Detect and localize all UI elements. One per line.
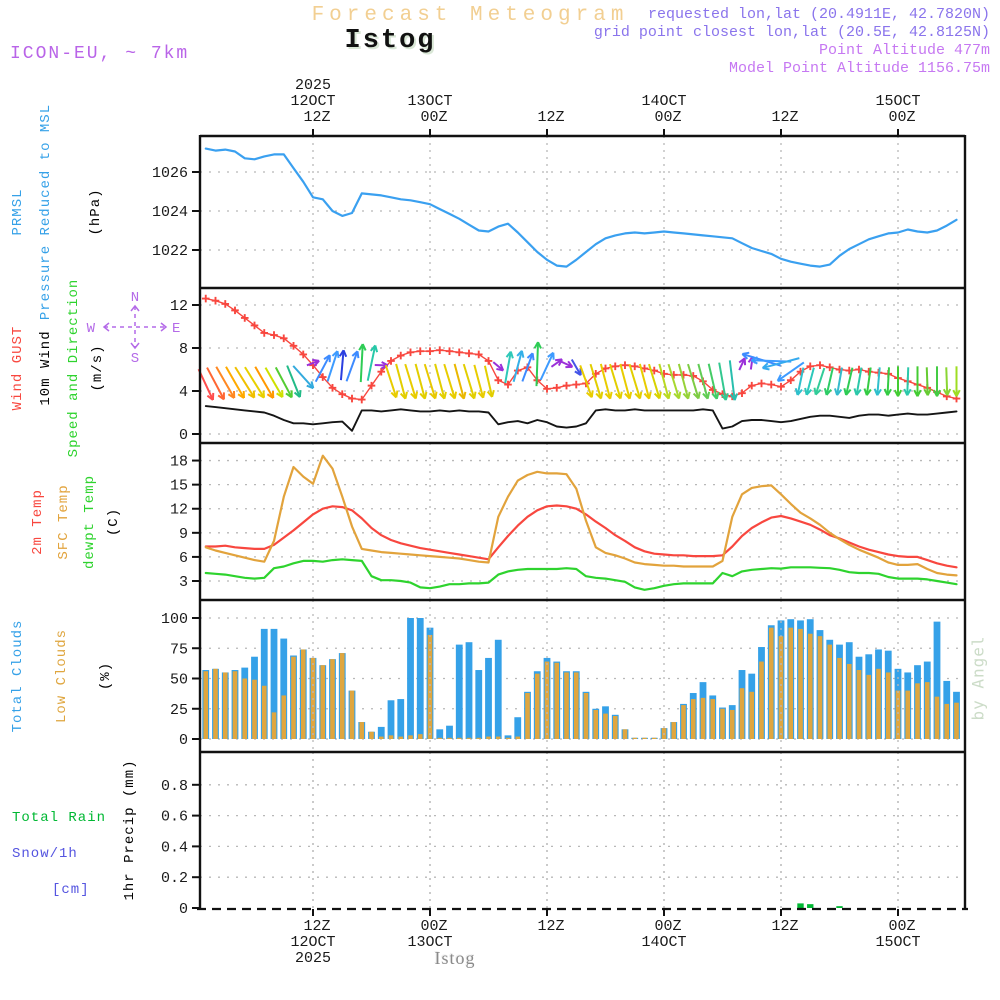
svg-text:12Z: 12Z — [771, 109, 798, 126]
svg-text:8: 8 — [179, 341, 188, 358]
requested-coords: requested lon,lat (20.4911E, 42.7820N) — [647, 6, 990, 23]
svg-text:15OCT: 15OCT — [875, 93, 920, 110]
cloud-bars — [202, 600, 960, 752]
svg-text:25: 25 — [170, 702, 188, 719]
svg-text:0.4: 0.4 — [161, 839, 188, 856]
clouds-low-label: Low Clouds — [54, 628, 70, 724]
svg-text:1022: 1022 — [152, 243, 188, 260]
svg-text:W: W — [87, 321, 96, 337]
gridlines — [200, 136, 965, 909]
svg-text:14OCT: 14OCT — [641, 93, 686, 110]
clouds-unit: (%) — [98, 661, 114, 691]
temp-dewpt-label: dewpt Temp — [82, 474, 98, 570]
model-point-altitude: Model Point Altitude 1156.75m — [728, 60, 990, 77]
svg-text:12Z: 12Z — [537, 918, 564, 935]
compass-rose: N S W E — [87, 290, 181, 367]
svg-text:2025: 2025 — [295, 950, 331, 967]
panel-frames — [197, 134, 968, 911]
svg-text:0.8: 0.8 — [161, 778, 188, 795]
svg-text:12OCT: 12OCT — [290, 934, 335, 951]
svg-text:12Z: 12Z — [303, 918, 330, 935]
axis-ticks-labels: 1022 1024 1026 0 4 8 12 3 6 9 12 15 18 0 25 50 75 100 0 0.2… — [152, 77, 921, 967]
svg-text:00Z: 00Z — [888, 918, 915, 935]
footer-station: Istog — [434, 948, 476, 968]
svg-text:50: 50 — [170, 672, 188, 689]
temp-sfc-label: SFC Temp — [56, 484, 72, 560]
svg-text:2025: 2025 — [295, 77, 331, 94]
svg-text:12Z: 12Z — [303, 109, 330, 126]
svg-text:4: 4 — [179, 384, 188, 401]
svg-text:1024: 1024 — [152, 204, 188, 221]
temperature-lines — [204, 454, 958, 591]
svg-text:0.2: 0.2 — [161, 870, 188, 887]
svg-text:N: N — [131, 290, 139, 306]
svg-text:00Z: 00Z — [420, 109, 447, 126]
svg-text:12: 12 — [170, 502, 188, 519]
svg-text:6: 6 — [179, 550, 188, 567]
svg-text:00Z: 00Z — [420, 918, 447, 935]
svg-text:100: 100 — [161, 611, 188, 628]
precip-snow-label: Snow/1h — [12, 846, 78, 862]
svg-text:15OCT: 15OCT — [875, 934, 920, 951]
watermark: by Angel — [968, 635, 988, 721]
wind-direction-arrows — [197, 341, 961, 401]
pressure-label-prmsl: PRMSL — [10, 188, 26, 236]
precip-unit: 1hr Precip (mm) — [122, 759, 138, 901]
precip-cm-label: [cm] — [52, 882, 90, 898]
svg-text:1026: 1026 — [152, 165, 188, 182]
svg-text:00Z: 00Z — [654, 109, 681, 126]
precip-rain-label: Total Rain — [12, 810, 107, 826]
svg-text:0: 0 — [179, 732, 188, 749]
pressure-line — [204, 147, 958, 268]
precip-bars — [312, 752, 899, 909]
wind-10m-label: 10m Wind — [38, 330, 54, 406]
pressure-label-long: Pressure Reduced to MSL — [38, 103, 54, 321]
grid-point-coords: grid point closest lon,lat (20.5E, 42.81… — [593, 24, 990, 41]
svg-text:0: 0 — [179, 901, 188, 918]
svg-text:0.6: 0.6 — [161, 809, 188, 826]
svg-text:14OCT: 14OCT — [641, 934, 686, 951]
svg-text:00Z: 00Z — [654, 918, 681, 935]
svg-text:00Z: 00Z — [888, 109, 915, 126]
point-altitude: Point Altitude 477m — [818, 42, 990, 59]
svg-text:13OCT: 13OCT — [407, 934, 452, 951]
pressure-unit: (hPa) — [88, 188, 104, 236]
wind-unit: (m/s) — [90, 344, 106, 392]
temp-2m-label: 2m Temp — [30, 489, 46, 555]
svg-text:3: 3 — [179, 574, 188, 591]
svg-text:15: 15 — [170, 478, 188, 495]
station-title: Istog — [344, 26, 436, 56]
svg-text:75: 75 — [170, 641, 188, 658]
svg-text:0: 0 — [179, 427, 188, 444]
svg-text:12: 12 — [170, 298, 188, 315]
svg-text:12Z: 12Z — [537, 109, 564, 126]
svg-text:9: 9 — [179, 526, 188, 543]
wind-gust-label: Wind GUST — [10, 325, 26, 411]
svg-text:E: E — [172, 321, 180, 337]
model-name: ICON-EU, ~ 7km — [10, 44, 190, 64]
clouds-total-label: Total Clouds — [10, 619, 26, 733]
temp-unit: (C) — [106, 507, 122, 537]
wind-speeddir-label: Speed and Direction — [66, 278, 82, 458]
svg-text:S: S — [131, 351, 139, 367]
svg-text:12Z: 12Z — [771, 918, 798, 935]
svg-text:18: 18 — [170, 454, 188, 471]
svg-text:12OCT: 12OCT — [290, 93, 335, 110]
page-title: Forecast Meteogram — [311, 4, 629, 27]
svg-text:13OCT: 13OCT — [407, 93, 452, 110]
